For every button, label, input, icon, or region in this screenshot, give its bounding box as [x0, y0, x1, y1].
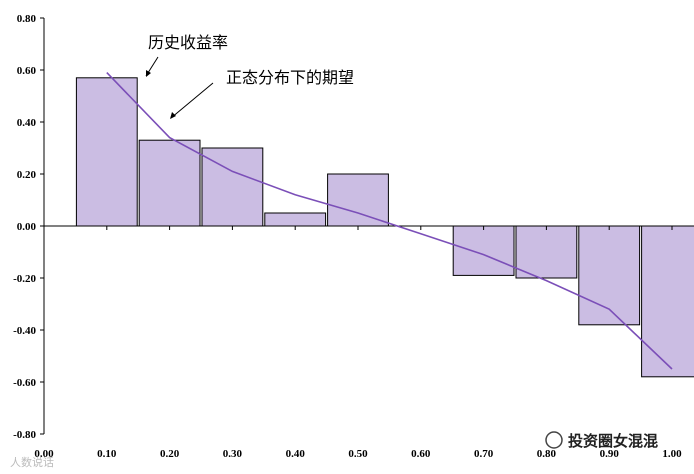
x-tick-label: 0.40 — [286, 448, 306, 460]
x-tick-labels: 0.00 0.10 0.20 0.30 0.40 0.50 0.60 0.70 0.80 0.90… — [34, 226, 682, 460]
y-tick-label: -0.20 — [13, 273, 36, 285]
x-tick-label: 0.70 — [474, 448, 494, 460]
annotation-normal-expectation: 正态分布下的期望 — [226, 68, 354, 87]
y-tick-label: -0.40 — [13, 325, 36, 337]
watermark-right: 投资圈女混混 — [545, 431, 658, 450]
x-tick-label: 0.50 — [348, 448, 368, 460]
y-tick-labels: 0.80 0.60 0.40 0.20 0.00 -0.20 -0.40 -0.60 -0.80 — [13, 13, 44, 441]
annotation-historical-return: 历史收益率 — [148, 33, 228, 52]
x-tick-label: 0.10 — [97, 448, 117, 460]
wechat-icon — [545, 431, 563, 449]
y-tick-label: 0.40 — [17, 117, 37, 129]
watermark-left-text: 人数说话 — [10, 455, 54, 469]
y-tick-label: 0.80 — [17, 13, 37, 25]
bar-0.10 — [75, 77, 138, 227]
annotation-historical-arrow — [145, 56, 159, 77]
bar-0.20 — [138, 139, 201, 227]
bar-0.70 — [452, 225, 515, 276]
bar-0.50 — [327, 173, 389, 227]
watermark-left: 人数说话 — [10, 455, 54, 469]
y-tick-label: -0.80 — [13, 429, 36, 441]
x-tick-label: 0.60 — [411, 448, 431, 460]
y-tick-label: -0.60 — [13, 377, 36, 389]
x-tick-label: 0.30 — [223, 448, 243, 460]
expectation-line — [106, 72, 673, 370]
x-tick-label: 0.80 — [537, 448, 557, 460]
bar-0.80 — [515, 225, 578, 279]
expectation-line-path — [106, 72, 673, 370]
bars — [75, 77, 694, 378]
y-tick-label: 0.20 — [17, 169, 37, 181]
bar-1.00 — [641, 225, 694, 378]
y-tick-label: 0.60 — [17, 65, 37, 77]
x-tick-label: 0.90 — [600, 448, 620, 460]
x-tick-label: 0.20 — [160, 448, 180, 460]
bar-0.40 — [264, 212, 327, 227]
x-tick-label: 1.00 — [662, 448, 682, 460]
x-tick-label: 0.00 — [34, 448, 54, 460]
y-tick-label: 0.00 — [17, 221, 37, 233]
watermark-right-text: 投资圈女混混 — [568, 432, 658, 450]
annotation-normal-arrow — [170, 82, 214, 119]
